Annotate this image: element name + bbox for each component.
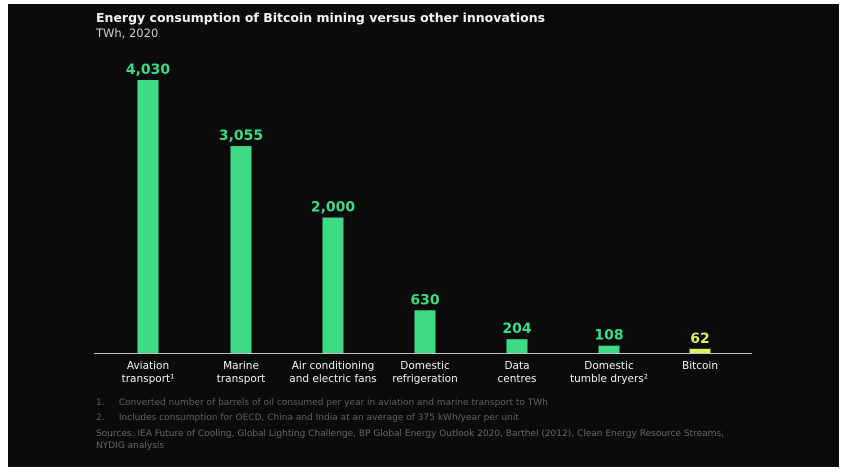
bar-value-label-1: 3,055	[219, 128, 263, 144]
category-label-4-line-0: Data	[504, 360, 529, 372]
category-label-0-line-0: Aviation	[127, 360, 169, 372]
chart-subtitle: TWh, 2020	[96, 26, 159, 40]
category-label-2-line-1: and electric fans	[289, 373, 376, 385]
sources-text: Sources: IEA Future of Cooling, Global L…	[96, 429, 724, 451]
footnote-2-text: Includes consumption for OECD, China and…	[118, 413, 519, 423]
bar-2	[322, 217, 344, 353]
category-label-3-line-0: Domestic	[400, 360, 450, 372]
footnote-2-number: 2.	[96, 413, 105, 423]
bar-value-label-3: 630	[410, 292, 439, 308]
category-label-4-line-1: centres	[497, 373, 536, 385]
bar-0	[137, 80, 159, 353]
bar-6	[689, 348, 711, 353]
category-label-0-line-1: transport¹	[122, 373, 175, 385]
bar-1	[230, 146, 252, 353]
category-label-1-line-0: Marine	[223, 360, 259, 372]
category-label-6-line-0: Bitcoin	[682, 360, 718, 372]
bar-value-label-0: 4,030	[126, 62, 171, 78]
bar-value-label-4: 204	[502, 321, 531, 337]
footnote-2: 2. Includes consumption for OECD, China …	[96, 411, 756, 426]
category-label-3-line-1: refrigeration	[392, 373, 457, 385]
bar-value-label-5: 108	[594, 328, 623, 344]
footnote-1: 1. Converted number of barrels of oil co…	[96, 396, 756, 411]
bar-value-label-6: 62	[690, 331, 709, 347]
bar-4	[506, 339, 528, 353]
category-label-5-line-0: Domestic	[584, 360, 634, 372]
category-label-5-line-1: tumble dryers²	[570, 373, 648, 385]
footnote-1-number: 1.	[96, 398, 105, 408]
footnotes: 1. Converted number of barrels of oil co…	[96, 396, 756, 452]
chart-title: Energy consumption of Bitcoin mining ver…	[96, 10, 546, 25]
bar-value-label-2: 2,000	[311, 200, 356, 216]
category-label-2-line-0: Air conditioning	[292, 360, 375, 372]
footnote-1-text: Converted number of barrels of oil consu…	[118, 398, 548, 408]
category-label-1-line-1: transport	[217, 373, 266, 385]
bar-5	[598, 345, 620, 353]
bar-3	[414, 310, 436, 353]
chart-frame: Energy consumption of Bitcoin mining ver…	[8, 4, 839, 467]
